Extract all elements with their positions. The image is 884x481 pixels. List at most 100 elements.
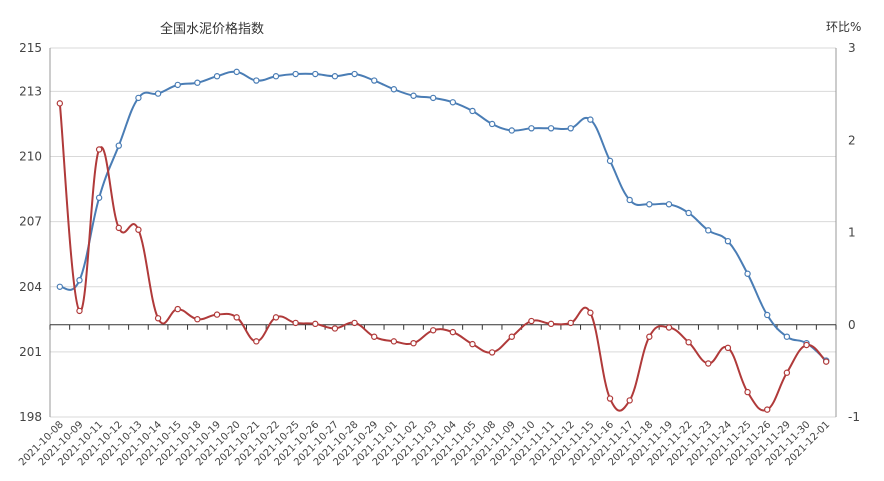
mom-point xyxy=(803,341,810,349)
mom-point xyxy=(567,319,574,327)
index-point xyxy=(764,311,771,319)
chart-title: 全国水泥价格指数 xyxy=(160,22,265,37)
right-tick-label: 2 xyxy=(848,133,856,147)
mom-point xyxy=(528,317,535,325)
left-tick-label: 213 xyxy=(19,84,42,98)
mom-point xyxy=(646,333,653,340)
index-point xyxy=(567,125,574,132)
index-point xyxy=(233,68,240,76)
mom-point xyxy=(626,397,633,404)
index-point xyxy=(312,70,319,78)
index-point xyxy=(56,283,64,290)
mom-point xyxy=(783,369,791,376)
right-tick-label: 0 xyxy=(848,318,856,332)
index-point xyxy=(606,157,614,165)
index-point xyxy=(371,77,378,84)
points-layer xyxy=(56,68,830,413)
mom-point xyxy=(272,314,280,321)
mom-point xyxy=(331,325,339,332)
index-point xyxy=(213,73,221,80)
index-point xyxy=(351,70,358,78)
index-point xyxy=(705,227,712,234)
right-axis-label: 环比% xyxy=(826,20,862,34)
index-point xyxy=(331,73,339,80)
right-tick-label: 1 xyxy=(848,226,856,240)
mom-point xyxy=(351,319,358,327)
mom-point xyxy=(233,314,240,321)
mom-point xyxy=(292,319,299,327)
index-line xyxy=(59,70,827,362)
mom-point xyxy=(547,320,555,328)
mom-point xyxy=(822,358,830,365)
mom-point xyxy=(705,360,712,367)
mom-point xyxy=(371,333,378,340)
mom-point xyxy=(410,340,417,347)
index-point xyxy=(272,73,280,80)
index-point xyxy=(469,107,476,115)
mom-point xyxy=(685,339,692,346)
grid-layer xyxy=(50,47,836,418)
mom-point xyxy=(508,333,515,340)
index-point xyxy=(724,237,732,245)
mom-point xyxy=(213,311,221,318)
series-layer xyxy=(58,70,827,412)
index-point xyxy=(95,194,103,201)
mom-point xyxy=(154,315,162,322)
mom-point xyxy=(469,340,476,348)
left-tick-label: 201 xyxy=(19,345,42,359)
mom-point xyxy=(174,305,181,313)
index-point xyxy=(665,201,673,208)
index-point xyxy=(508,127,515,134)
left-tick-label: 198 xyxy=(19,410,42,424)
index-point xyxy=(783,333,791,340)
index-point xyxy=(744,270,751,277)
mom-point xyxy=(390,338,398,345)
index-point xyxy=(528,125,535,132)
index-point xyxy=(410,92,417,99)
index-point xyxy=(587,116,594,123)
index-point xyxy=(547,125,555,132)
mom-point xyxy=(488,349,496,356)
mom-point xyxy=(744,388,751,396)
index-point xyxy=(429,94,437,102)
mom-point xyxy=(253,338,260,345)
mom-point xyxy=(115,224,122,232)
index-point xyxy=(626,196,633,204)
index-point xyxy=(390,86,398,93)
index-point xyxy=(646,201,653,208)
mom-point xyxy=(764,406,771,413)
left-tick-label: 204 xyxy=(19,280,42,294)
index-point xyxy=(292,70,299,78)
mom-point xyxy=(606,395,614,402)
index-point xyxy=(135,94,142,102)
mom-point xyxy=(665,324,673,331)
axes-layer xyxy=(49,48,837,417)
index-point xyxy=(488,120,496,128)
mom-point xyxy=(312,320,319,328)
index-point xyxy=(194,79,201,86)
index-point xyxy=(76,277,83,284)
left-tick-label: 210 xyxy=(19,150,42,164)
mom-point xyxy=(194,316,201,323)
index-point xyxy=(449,99,457,106)
mom-point xyxy=(587,309,594,316)
index-point xyxy=(174,81,181,89)
mom-point xyxy=(429,327,437,334)
mom-point xyxy=(76,307,83,315)
mom-point xyxy=(449,328,457,336)
index-point xyxy=(154,90,162,97)
index-point xyxy=(253,77,260,84)
right-tick-label: -1 xyxy=(848,410,860,424)
index-point xyxy=(115,142,122,149)
right-tick-label: 3 xyxy=(848,41,856,55)
left-tick-label: 207 xyxy=(19,215,42,229)
index-point xyxy=(685,209,692,217)
mom-point xyxy=(135,226,142,233)
mom-point xyxy=(95,146,103,153)
labels-layer: 198201204207210213215-101232021-10-08202… xyxy=(17,41,860,468)
left-tick-label: 215 xyxy=(19,41,42,55)
mom-point xyxy=(56,100,64,107)
mom-point xyxy=(724,344,732,352)
